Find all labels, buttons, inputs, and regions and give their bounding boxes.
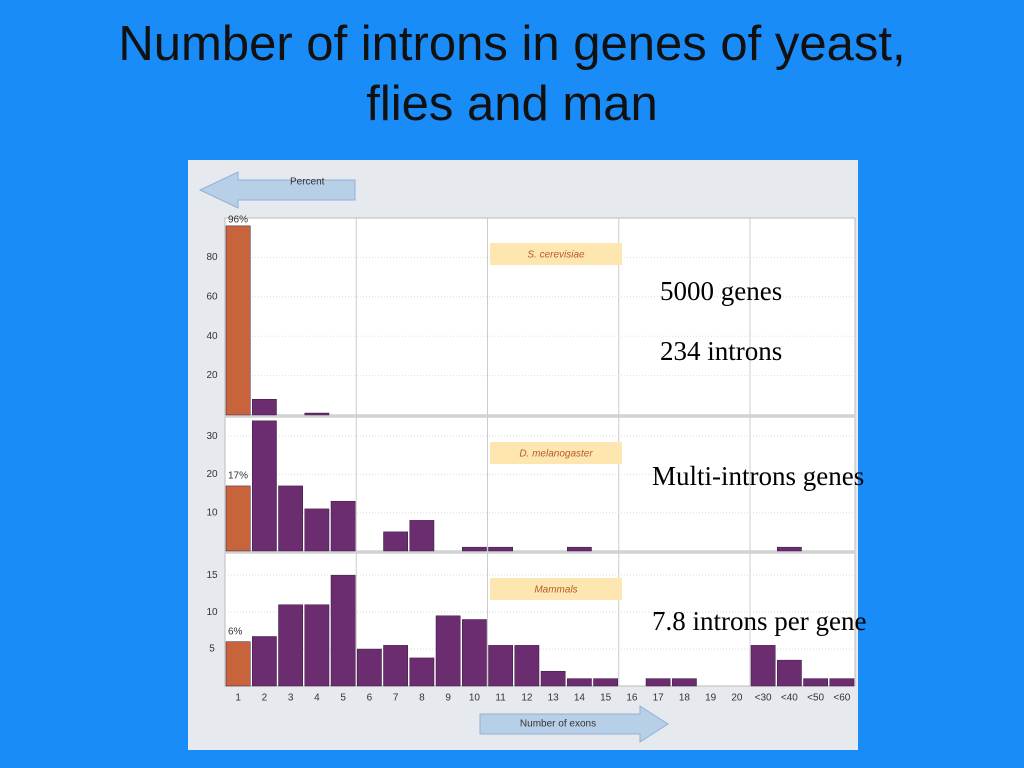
slide-title: Number of introns in genes of yeast, fli… bbox=[118, 17, 906, 131]
bar bbox=[567, 678, 592, 687]
x-tick-label: 15 bbox=[600, 693, 612, 704]
bar bbox=[750, 645, 776, 687]
y-axis-label: Percent bbox=[290, 177, 325, 188]
value-label: 17% bbox=[228, 471, 248, 482]
x-tick-label: 16 bbox=[626, 693, 638, 704]
bar bbox=[304, 412, 330, 416]
y-tick-label: 40 bbox=[206, 331, 218, 342]
bar bbox=[829, 678, 855, 687]
bar bbox=[777, 546, 802, 552]
panel-label-box bbox=[490, 442, 622, 464]
bar bbox=[488, 645, 513, 687]
note: 234 introns bbox=[660, 336, 783, 366]
x-arrow bbox=[479, 705, 669, 743]
bar bbox=[462, 619, 487, 687]
bar bbox=[488, 546, 513, 552]
x-tick-label: 20 bbox=[731, 693, 743, 704]
bar bbox=[357, 648, 382, 687]
bar bbox=[462, 546, 487, 552]
bar bbox=[252, 636, 277, 687]
x-axis-label: Number of exons bbox=[520, 719, 596, 730]
bar bbox=[514, 645, 540, 687]
x-tick-label: 19 bbox=[705, 693, 717, 704]
x-tick-label: 9 bbox=[445, 693, 451, 704]
x-tick-label: 3 bbox=[288, 693, 294, 704]
x-tick-label: 18 bbox=[679, 693, 691, 704]
value-label: 96% bbox=[228, 215, 248, 226]
x-tick-label: 12 bbox=[521, 693, 533, 704]
bar bbox=[330, 574, 356, 687]
bar bbox=[593, 678, 618, 687]
x-tick-label: 14 bbox=[574, 693, 586, 704]
panel-title: Mammals bbox=[534, 585, 577, 596]
panel-label-box bbox=[490, 578, 622, 600]
y-tick-label: 15 bbox=[206, 570, 218, 581]
x-tick-label: <50 bbox=[807, 693, 824, 704]
x-tick-label: 6 bbox=[367, 693, 373, 704]
bar bbox=[304, 508, 330, 552]
x-tick-label: 7 bbox=[393, 693, 399, 704]
bar bbox=[383, 645, 408, 687]
y-arrow bbox=[198, 171, 356, 209]
bar bbox=[252, 420, 277, 552]
bar bbox=[803, 678, 828, 687]
panel-title: D. melanogaster bbox=[519, 449, 593, 460]
note: 5000 genes bbox=[660, 276, 783, 306]
bar bbox=[383, 531, 408, 552]
bar bbox=[330, 500, 356, 552]
y-tick-label: 10 bbox=[206, 607, 218, 618]
y-tick-label: 20 bbox=[206, 469, 218, 480]
bar bbox=[278, 604, 303, 687]
bar bbox=[225, 225, 251, 416]
y-tick-label: 20 bbox=[206, 370, 218, 381]
value-label: 6% bbox=[228, 626, 243, 637]
bar bbox=[409, 657, 435, 687]
y-tick-label: 60 bbox=[206, 291, 218, 302]
bar bbox=[278, 485, 303, 552]
note: 7.8 introns per gene bbox=[652, 606, 867, 636]
bar bbox=[304, 604, 330, 687]
x-tick-label: 1 bbox=[235, 693, 241, 704]
x-tick-label: 4 bbox=[314, 693, 320, 704]
bar bbox=[225, 485, 251, 552]
x-tick-label: <40 bbox=[781, 693, 798, 704]
bar bbox=[567, 546, 592, 552]
y-tick-label: 30 bbox=[206, 431, 218, 442]
bar bbox=[225, 641, 251, 687]
y-tick-label: 5 bbox=[209, 644, 215, 655]
x-tick-label: 11 bbox=[495, 693, 506, 704]
x-tick-label: <60 bbox=[833, 693, 850, 704]
x-tick-label: 17 bbox=[653, 693, 665, 704]
x-tick-label: <30 bbox=[755, 693, 772, 704]
bar bbox=[409, 520, 435, 552]
x-tick-label: 5 bbox=[340, 693, 346, 704]
bar bbox=[252, 398, 277, 416]
y-tick-label: 80 bbox=[206, 252, 218, 263]
panel-title: S. cerevisiae bbox=[527, 250, 585, 261]
bar bbox=[672, 678, 697, 687]
x-tick-label: 10 bbox=[469, 693, 481, 704]
x-tick-label: 2 bbox=[262, 693, 268, 704]
x-tick-label: 13 bbox=[548, 693, 560, 704]
bar bbox=[777, 659, 802, 687]
note: Multi-introns genes bbox=[652, 461, 865, 491]
bar bbox=[435, 615, 461, 687]
bar bbox=[540, 670, 566, 687]
x-tick-label: 8 bbox=[419, 693, 425, 704]
panel-label-box bbox=[490, 243, 622, 265]
bar bbox=[645, 678, 671, 687]
y-tick-label: 10 bbox=[206, 507, 218, 518]
